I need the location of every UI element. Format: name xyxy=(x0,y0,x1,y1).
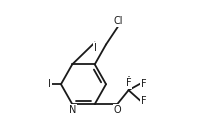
Text: I: I xyxy=(48,79,51,89)
Text: I: I xyxy=(94,43,97,53)
Text: F: F xyxy=(126,78,131,88)
Text: Cl: Cl xyxy=(113,16,123,26)
Text: O: O xyxy=(114,105,121,115)
Text: N: N xyxy=(69,105,76,115)
Text: F: F xyxy=(141,79,147,89)
Text: F: F xyxy=(141,96,147,106)
